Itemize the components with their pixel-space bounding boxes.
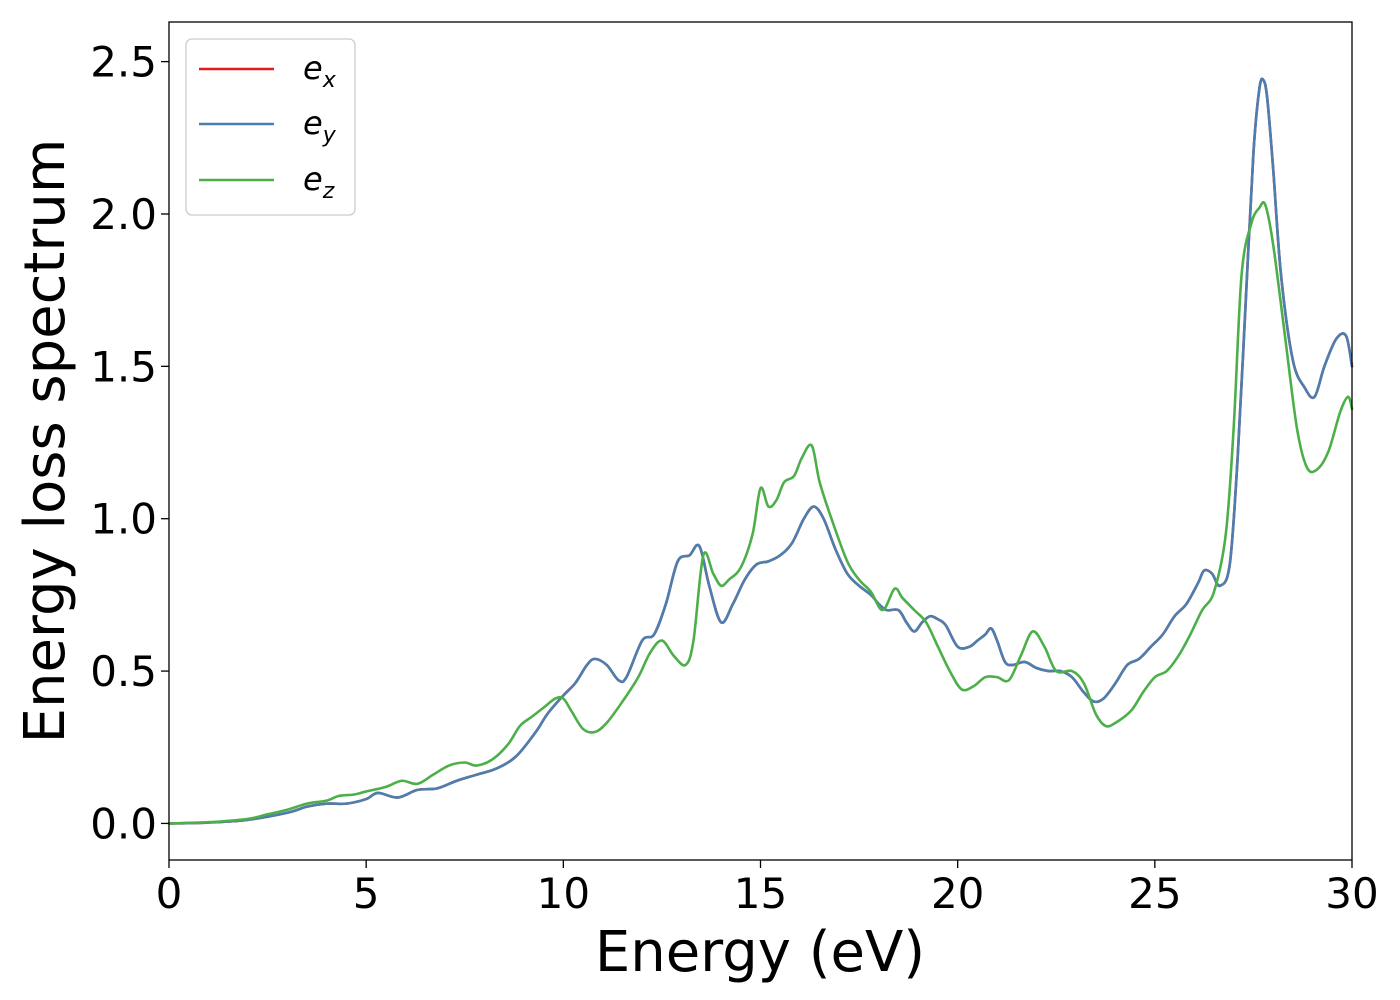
x-tick-label: 20 — [931, 869, 984, 918]
y-tick-label: 0.0 — [90, 799, 157, 848]
y-tick-label: 2.5 — [90, 38, 157, 87]
series-line-z — [167, 201, 1354, 825]
x-axis-title: Energy (eV) — [595, 920, 925, 985]
y-tick-label: 1.0 — [90, 495, 157, 544]
x-axis-ticks: 0 5 10 15 20 25 30 — [156, 860, 1379, 918]
x-tick-label: 0 — [156, 869, 183, 918]
x-tick-label: 10 — [537, 869, 590, 918]
legend: ex ey ez — [185, 38, 356, 216]
legend-box — [185, 38, 356, 216]
y-axis-title: Energy loss spectrum — [13, 139, 78, 744]
y-axis-ticks: 0.0 0.5 1.0 1.5 2.0 2.5 — [90, 38, 169, 848]
y-tick-label: 2.0 — [90, 190, 157, 239]
legend-entries: ex ey ez — [199, 49, 337, 204]
plot-background — [169, 22, 1352, 860]
y-tick-label: 1.5 — [90, 342, 157, 391]
series-layer — [167, 77, 1354, 825]
y-tick-label: 0.5 — [90, 647, 157, 696]
x-tick-label: 30 — [1325, 869, 1378, 918]
legend-label-z: ez — [303, 160, 335, 204]
legend-label-x: ex — [303, 49, 337, 93]
legend-label-y: ey — [303, 104, 337, 148]
x-tick-label: 25 — [1128, 869, 1181, 918]
x-tick-label: 5 — [353, 869, 380, 918]
x-tick-label: 15 — [734, 869, 787, 918]
series-line-y — [167, 77, 1354, 825]
